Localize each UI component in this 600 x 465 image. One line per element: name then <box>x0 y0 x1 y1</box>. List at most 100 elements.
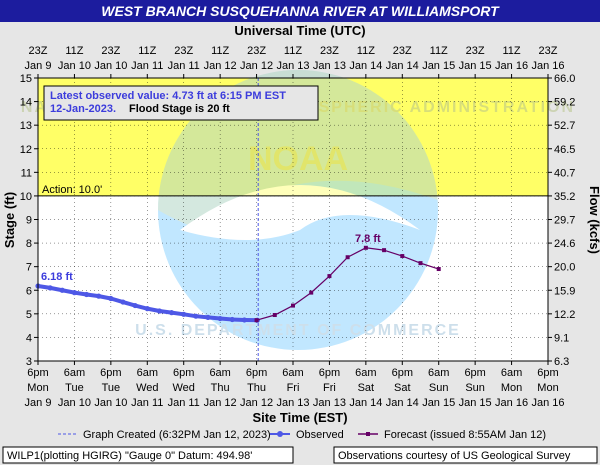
x-top-tick-label: Jan 16 <box>531 60 564 72</box>
title-bar <box>0 0 600 22</box>
forecast-peak-label: 7.8 ft <box>355 233 381 245</box>
x-top-tick-label: Jan 16 <box>495 60 528 72</box>
x-tick-label: Tue <box>65 382 84 394</box>
legend-forecast-marker <box>366 432 370 436</box>
y-tick-label: 9 <box>26 215 32 227</box>
forecast-point <box>272 313 277 318</box>
y-tick-label: 10 <box>20 191 32 203</box>
x-tick-label: Jan 15 <box>422 397 455 409</box>
y-right-tick-label: 12.2 <box>554 309 575 321</box>
x-top-tick-label: Jan 12 <box>204 60 237 72</box>
x-tick-label: Jan 13 <box>276 397 309 409</box>
x-top-tick-label: 23Z <box>29 45 48 57</box>
x-tick-label: 6am <box>209 367 230 379</box>
latest-observed-date: 12-Jan-2023. <box>50 103 116 115</box>
x-tick-label: 6am <box>428 367 449 379</box>
x-tick-label: Jan 10 <box>58 397 91 409</box>
y-tick-label: 14 <box>20 97 32 109</box>
x-top-tick-label: 23Z <box>466 45 485 57</box>
x-top-tick-label: Jan 10 <box>94 60 127 72</box>
x-tick-label: 6pm <box>27 367 48 379</box>
x-top-tick-label: Jan 11 <box>168 60 200 72</box>
x-tick-label: 6am <box>355 367 376 379</box>
observed-point <box>193 313 199 319</box>
observed-point <box>47 285 53 291</box>
x-top-tick-label: 11Z <box>503 45 521 57</box>
latest-observed-box: Latest observed value: 4.73 ft at 6:15 P… <box>43 85 319 121</box>
y-tick-label: 11 <box>21 167 32 179</box>
footer: WILP1(plotting HGIRG) "Gauge 0" Datum: 4… <box>2 446 598 464</box>
axis-ticks: 3 4 5 6 7 8 9 10 11 12 13 14 15 6.3 9.1 12.2 15.9 20.0 24.… <box>20 45 576 409</box>
y-right-tick-label: 46.5 <box>554 144 575 156</box>
x-tick-label: 6pm <box>537 367 558 379</box>
y-tick-label: 7 <box>26 262 32 274</box>
x-tick-label: Wed <box>173 382 195 394</box>
y-tick-label: 4 <box>26 332 32 344</box>
observed-point <box>108 295 114 302</box>
x-top-tick-label: Jan 14 <box>349 60 382 72</box>
x-tick-label: Wed <box>136 382 158 394</box>
forecast-point <box>345 255 350 260</box>
x-top-tick-label: Jan 15 <box>459 60 492 72</box>
right-axis-title: Flow (kcfs) <box>587 186 600 254</box>
x-tick-label: 6pm <box>173 367 194 379</box>
y-right-tick-label: 15.9 <box>554 285 575 297</box>
forecast-point <box>382 248 387 253</box>
x-tick-label: Sat <box>394 382 411 394</box>
x-top-tick-label: 11Z <box>430 45 448 57</box>
x-top-tick-label: Jan 12 <box>240 60 273 72</box>
x-top-tick-label: Jan 13 <box>313 60 346 72</box>
x-tick-label: Jan 14 <box>386 397 419 409</box>
x-top-tick-label: 11Z <box>357 45 375 57</box>
x-tick-label: 6pm <box>246 367 267 379</box>
x-tick-label: Sat <box>358 382 375 394</box>
x-tick-label: Jan 12 <box>204 397 237 409</box>
x-top-tick-label: 23Z <box>174 45 193 57</box>
y-tick-label: 12 <box>20 144 32 156</box>
observed-point <box>217 315 223 322</box>
x-top-tick-label: Jan 11 <box>131 60 163 72</box>
y-right-tick-label: 66.0 <box>554 73 575 85</box>
series-layer <box>35 245 441 323</box>
observed-point <box>181 311 187 317</box>
svg-text:U.S. DEPARTMENT OF COMMERCE: U.S. DEPARTMENT OF COMMERCE <box>135 322 461 339</box>
observed-point <box>83 291 90 298</box>
x-tick-label: Jan 11 <box>168 397 200 409</box>
x-tick-label: Thu <box>211 382 230 394</box>
action-stage-label: Action: 10.0' <box>42 184 102 196</box>
y-right-tick-label: 52.7 <box>554 120 575 132</box>
chart-title: WEST BRANCH SUSQUEHANNA RIVER AT WILLIAM… <box>101 3 500 19</box>
x-top-tick-label: 11Z <box>138 45 156 57</box>
y-tick-label: 8 <box>26 238 32 250</box>
observed-point <box>241 317 248 323</box>
x-top-tick-label: 11Z <box>65 45 83 57</box>
x-tick-label: Jan 11 <box>131 397 163 409</box>
x-top-tick-label: 11Z <box>211 45 229 57</box>
y-right-tick-label: 35.2 <box>554 191 575 203</box>
y-right-tick-label: 40.7 <box>554 167 575 179</box>
observed-point <box>229 316 235 323</box>
observed-peak-label: 6.18 ft <box>41 271 73 283</box>
forecast-point <box>327 274 332 279</box>
x-top-tick-label: Jan 15 <box>422 60 455 72</box>
y-right-tick-label: 24.6 <box>554 238 575 250</box>
x-tick-label: Fri <box>323 382 336 394</box>
legend-forecast-label: Forecast (issued 8:55AM Jan 12) <box>384 429 546 441</box>
forecast-point <box>400 254 405 259</box>
x-tick-label: Jan 10 <box>94 397 127 409</box>
x-tick-label: 6pm <box>392 367 413 379</box>
x-tick-label: Mon <box>27 382 48 394</box>
x-top-tick-label: Jan 14 <box>386 60 419 72</box>
forecast-point <box>436 267 441 272</box>
y-right-tick-label: 9.1 <box>554 332 569 344</box>
observed-point <box>156 308 163 314</box>
legend-observed-marker <box>277 431 283 437</box>
y-tick-label: 3 <box>26 356 32 368</box>
observed-point <box>71 290 78 296</box>
forecast-point <box>254 318 259 323</box>
x-tick-label: Mon <box>501 382 522 394</box>
x-tick-label: 6pm <box>319 367 340 379</box>
y-right-tick-label: 59.2 <box>554 97 575 109</box>
x-tick-label: Tue <box>102 382 121 394</box>
x-tick-label: 6pm <box>464 367 485 379</box>
